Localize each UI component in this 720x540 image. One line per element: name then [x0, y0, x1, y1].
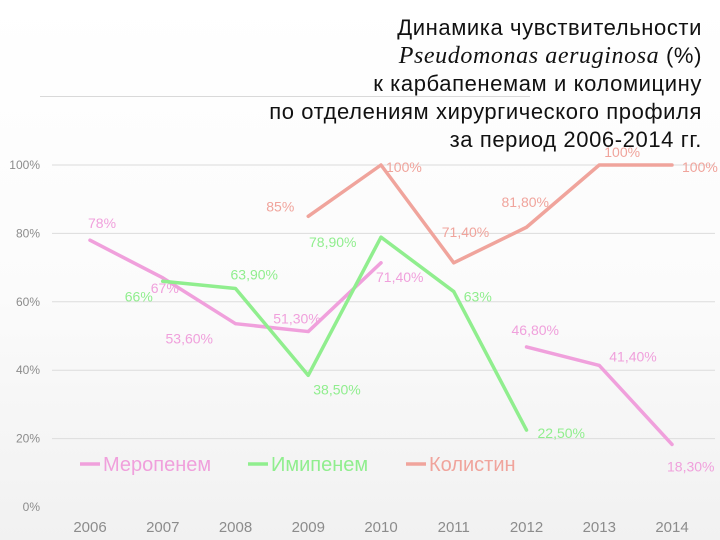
x-tick-label: 2006	[73, 519, 106, 536]
data-point	[525, 345, 528, 349]
data-point	[306, 373, 310, 377]
legend-label: Имипенем	[271, 454, 368, 476]
data-label: 38,50%	[313, 381, 360, 397]
y-tick-label: 40%	[16, 363, 40, 377]
data-label: 100%	[604, 144, 640, 160]
x-tick-label: 2012	[510, 519, 543, 536]
series-line-2-segment-1	[161, 235, 529, 432]
x-tick-label: 2007	[146, 519, 179, 536]
data-label: 71,40%	[376, 269, 423, 285]
data-point	[234, 286, 237, 290]
title-line-5: за период 2006-2014 гг.	[449, 127, 702, 152]
data-label: 41,40%	[609, 348, 656, 364]
data-label: 81,80%	[502, 194, 549, 210]
data-label: 66%	[125, 288, 153, 304]
data-point	[161, 279, 165, 283]
title-line-3: к карбапенемам и коломицину	[373, 71, 702, 96]
data-label: 85%	[266, 198, 294, 214]
data-point	[306, 330, 310, 334]
chart-title: Динамика чувствительности Pseudomonas ae…	[82, 14, 702, 154]
title-unit: (%)	[665, 43, 702, 68]
title-line-2: Pseudomonas aeruginosa (%)	[82, 42, 702, 70]
data-point	[670, 163, 674, 167]
data-label: 18,30%	[667, 458, 714, 474]
data-point	[452, 290, 456, 294]
data-label: 63,90%	[231, 266, 278, 282]
data-label: 100%	[682, 159, 718, 175]
data-point	[306, 214, 310, 218]
data-point	[379, 261, 383, 265]
x-tick-label: 2014	[655, 519, 688, 536]
y-tick-label: 100%	[9, 158, 40, 172]
y-tick-label: 60%	[16, 295, 40, 309]
x-tick-label: 2011	[438, 519, 470, 536]
x-tick-label: 2008	[219, 519, 252, 536]
data-point	[379, 163, 383, 167]
data-label: 46,80%	[512, 322, 559, 338]
data-label: 63%	[464, 289, 492, 305]
data-label: 71,40%	[442, 224, 489, 240]
y-tick-label: 20%	[16, 432, 40, 446]
data-point	[597, 363, 601, 367]
title-line-4: по отделениям хирургического профиля	[269, 99, 702, 124]
legend-label: Меропенем	[103, 454, 211, 476]
data-point	[670, 442, 674, 446]
data-label: 22,50%	[538, 425, 585, 441]
data-label: 100%	[386, 159, 422, 175]
x-tick-label: 2009	[292, 519, 325, 536]
data-label: 51,30%	[273, 311, 320, 327]
y-tick-label: 0%	[23, 500, 41, 514]
legend-label: Колистин	[429, 454, 516, 476]
data-point	[234, 322, 237, 326]
data-point	[597, 163, 601, 167]
data-point	[161, 276, 165, 280]
x-tick-label: 2013	[583, 519, 616, 536]
title-line-1: Динамика чувствительности	[397, 15, 702, 40]
data-point	[452, 261, 456, 265]
data-point	[88, 238, 92, 242]
x-tick-label: 2010	[364, 519, 397, 536]
data-label: 78,90%	[309, 234, 356, 250]
data-point	[525, 428, 528, 432]
data-point	[379, 235, 383, 239]
data-label: 53,60%	[166, 331, 213, 347]
data-point	[525, 225, 528, 229]
series-line-3-segment-1	[306, 163, 674, 265]
data-label: 78%	[88, 215, 116, 231]
y-tick-label: 80%	[16, 226, 40, 240]
title-divider	[40, 96, 530, 97]
title-organism: Pseudomonas aeruginosa	[398, 43, 660, 69]
